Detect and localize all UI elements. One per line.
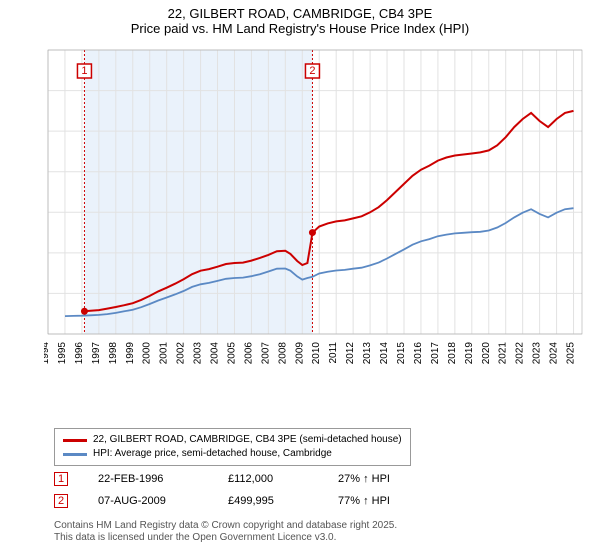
svg-text:1998: 1998 [108,342,119,365]
svg-text:2010: 2010 [311,342,322,365]
marker-badge: 2 [54,494,68,508]
title-address: 22, GILBERT ROAD, CAMBRIDGE, CB4 3PE [0,6,600,21]
svg-text:2007: 2007 [260,342,271,365]
legend-label: 22, GILBERT ROAD, CAMBRIDGE, CB4 3PE (se… [93,433,402,447]
sale-date: 22-FEB-1996 [98,473,228,485]
sale-price: £112,000 [228,473,338,485]
svg-text:2016: 2016 [413,342,424,365]
svg-text:2013: 2013 [362,342,373,365]
svg-text:2014: 2014 [379,342,390,365]
svg-text:2000: 2000 [142,342,153,365]
chart-svg: £0£200K£400K£600K£800K£1M£1.2M£1.4M19941… [44,44,588,380]
footer-line: Contains HM Land Registry data © Crown c… [54,520,397,532]
svg-text:2019: 2019 [464,342,475,365]
svg-text:2001: 2001 [159,342,170,365]
svg-text:1996: 1996 [74,342,85,365]
svg-text:2021: 2021 [498,342,509,365]
svg-text:2020: 2020 [481,342,492,365]
legend-swatch [63,453,87,456]
sale-pct: 27% ↑ HPI [338,473,428,485]
svg-text:2004: 2004 [210,342,221,365]
svg-text:2025: 2025 [566,342,577,365]
sale-date: 07-AUG-2009 [98,495,228,507]
svg-text:1999: 1999 [125,342,136,365]
svg-text:1: 1 [81,65,87,77]
legend-item: HPI: Average price, semi-detached house,… [63,447,402,461]
svg-text:2024: 2024 [549,342,560,365]
table-row: 1 22-FEB-1996 £112,000 27% ↑ HPI [54,468,428,490]
svg-text:2009: 2009 [294,342,305,365]
footer-attribution: Contains HM Land Registry data © Crown c… [54,520,397,544]
svg-text:2002: 2002 [176,342,187,365]
legend-swatch [63,439,87,442]
svg-text:2008: 2008 [277,342,288,365]
title-block: 22, GILBERT ROAD, CAMBRIDGE, CB4 3PE Pri… [0,0,600,36]
svg-text:2: 2 [309,65,315,77]
svg-text:2005: 2005 [226,342,237,365]
svg-text:2011: 2011 [328,342,339,364]
marker-badge: 1 [54,472,68,486]
sale-pct: 77% ↑ HPI [338,495,428,507]
svg-text:2003: 2003 [193,342,204,365]
svg-text:2023: 2023 [532,342,543,365]
svg-text:2022: 2022 [515,342,526,365]
chart-container: 22, GILBERT ROAD, CAMBRIDGE, CB4 3PE Pri… [0,0,600,560]
svg-text:1994: 1994 [44,342,51,365]
svg-text:1997: 1997 [91,342,102,365]
legend-label: HPI: Average price, semi-detached house,… [93,447,332,461]
footer-line: This data is licensed under the Open Gov… [54,532,397,544]
legend-item: 22, GILBERT ROAD, CAMBRIDGE, CB4 3PE (se… [63,433,402,447]
sales-table: 1 22-FEB-1996 £112,000 27% ↑ HPI 2 07-AU… [54,468,428,512]
legend: 22, GILBERT ROAD, CAMBRIDGE, CB4 3PE (se… [54,428,411,466]
svg-text:1995: 1995 [57,342,68,365]
title-subtitle: Price paid vs. HM Land Registry's House … [0,21,600,36]
svg-text:2018: 2018 [447,342,458,365]
svg-text:2017: 2017 [430,342,441,365]
svg-text:2012: 2012 [345,342,356,365]
svg-text:2015: 2015 [396,342,407,365]
table-row: 2 07-AUG-2009 £499,995 77% ↑ HPI [54,490,428,512]
sale-price: £499,995 [228,495,338,507]
svg-text:2006: 2006 [243,342,254,365]
